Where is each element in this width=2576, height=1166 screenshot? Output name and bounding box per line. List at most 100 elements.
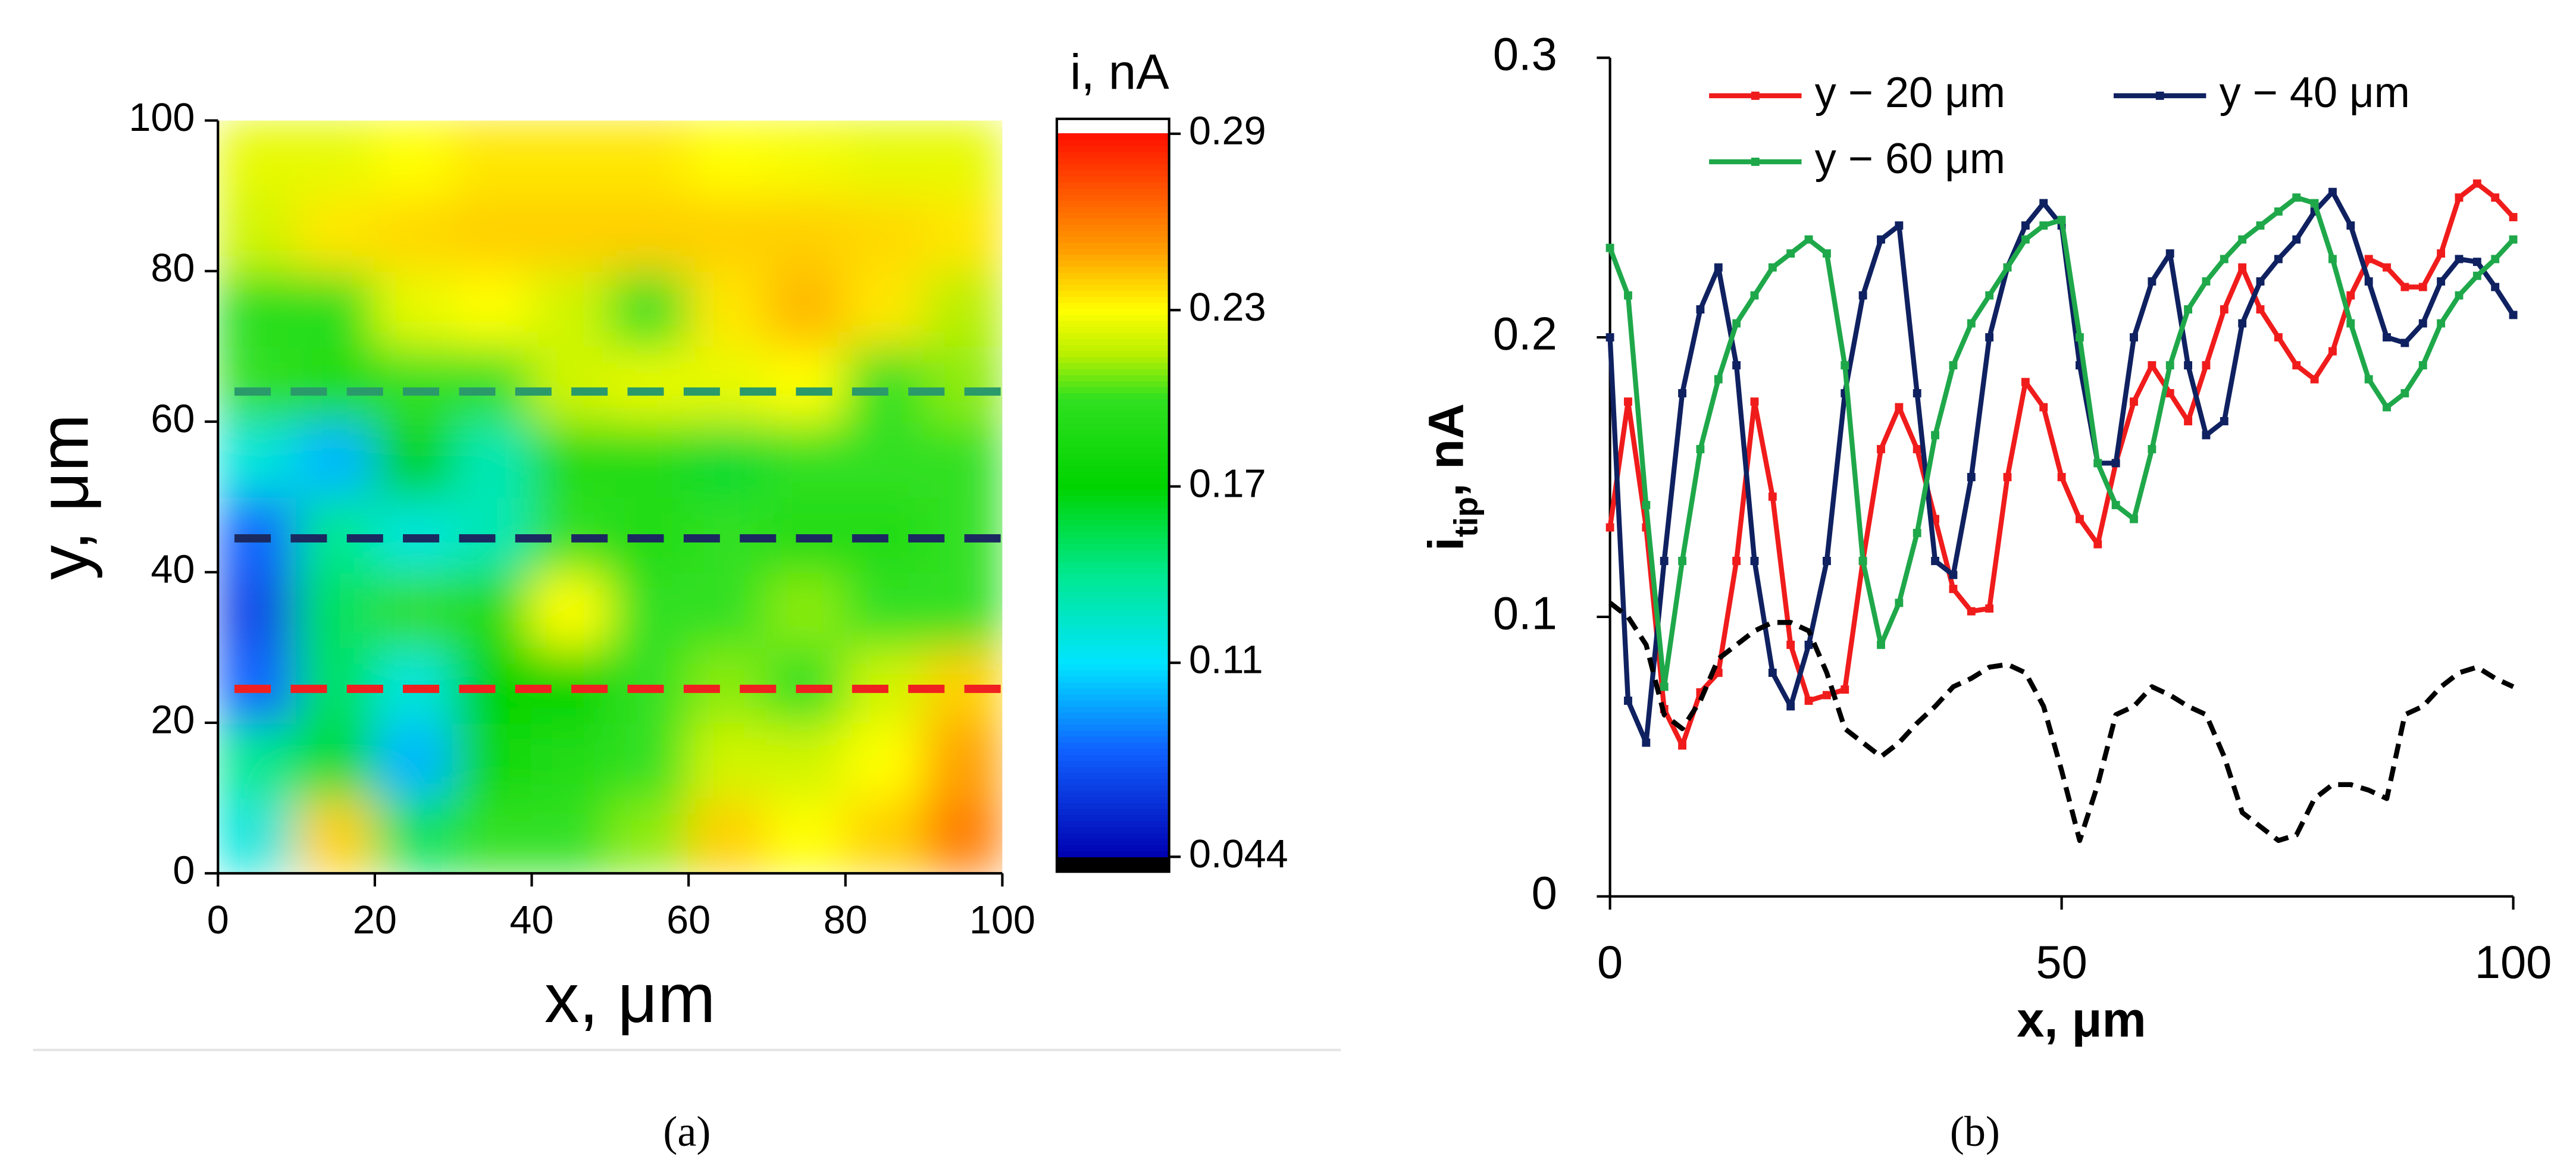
point — [1985, 291, 1994, 300]
heat-cell — [609, 270, 690, 347]
colorbar-step — [1057, 362, 1169, 369]
heat-cell — [295, 797, 376, 873]
point — [1858, 557, 1867, 565]
heat-cell — [766, 120, 847, 197]
heat-cell — [295, 270, 376, 347]
colorbar-step — [1057, 302, 1169, 309]
point — [2238, 235, 2247, 244]
point — [1750, 291, 1759, 300]
colorbar-step — [1057, 356, 1169, 363]
point — [2202, 277, 2211, 286]
point — [2238, 263, 2247, 272]
point — [2383, 403, 2391, 412]
heat-cell — [923, 421, 1003, 498]
colorbar-step — [1057, 681, 1169, 689]
colorbar-step — [1057, 471, 1169, 478]
colorbar-step — [1057, 404, 1169, 412]
point — [2455, 193, 2464, 202]
colorbar-step — [1057, 778, 1169, 785]
colorbar-step — [1057, 838, 1169, 845]
point — [2346, 291, 2355, 300]
point — [1605, 333, 1614, 341]
x-tick-label: 50 — [2036, 937, 2087, 988]
heat-cell — [609, 120, 690, 197]
point — [2310, 199, 2319, 208]
point — [1714, 263, 1723, 272]
point — [2184, 305, 2193, 314]
point — [1967, 607, 1976, 616]
colorbar-tick-label: 0.11 — [1189, 638, 1263, 682]
point — [2328, 255, 2337, 264]
colorbar-step — [1057, 663, 1169, 671]
point — [1931, 431, 1940, 440]
y-tick-label: 60 — [151, 397, 195, 441]
heat-cell — [218, 270, 298, 347]
heat-cell — [218, 421, 298, 498]
heat-cell — [218, 120, 298, 197]
point — [1605, 523, 1614, 532]
x-tick-label: 100 — [969, 898, 1035, 942]
colorbar-step — [1057, 284, 1169, 291]
point — [2057, 473, 2066, 481]
point — [2057, 215, 2066, 224]
heat-cell — [609, 571, 690, 648]
point — [1678, 741, 1686, 750]
point — [1786, 640, 1795, 649]
colorbar-step — [1057, 808, 1169, 816]
point — [2202, 431, 2211, 440]
heat-cell — [374, 345, 455, 423]
y-tick-label: 0.2 — [1493, 309, 1557, 360]
colorbar-step — [1057, 820, 1169, 828]
colorbar-step — [1057, 651, 1169, 659]
colorbar-step — [1057, 700, 1169, 707]
heat-cell — [295, 345, 376, 423]
colorbar-step — [1057, 374, 1169, 381]
colorbar-step — [1057, 446, 1169, 454]
point — [1786, 702, 1795, 711]
point — [1877, 445, 1885, 453]
colorbar-step — [1057, 181, 1169, 189]
colorbar-step — [1057, 265, 1169, 273]
point — [1660, 557, 1669, 565]
colorbar-step — [1057, 717, 1169, 725]
colorbar-step — [1057, 519, 1169, 526]
colorbar-step — [1057, 410, 1169, 418]
heat-cell — [218, 195, 298, 272]
colorbar-step — [1057, 247, 1169, 255]
point — [1804, 696, 1813, 705]
colorbar-step — [1057, 187, 1169, 195]
heat-cell — [374, 571, 455, 648]
point — [2256, 305, 2265, 314]
point — [1732, 319, 1741, 328]
point — [1714, 375, 1723, 384]
point — [1696, 445, 1705, 453]
heat-cell — [531, 270, 611, 347]
point — [2472, 179, 2481, 188]
point — [2491, 255, 2500, 264]
x-axis-label: x, μm — [544, 959, 715, 1037]
legend-label: y − 20 μm — [1815, 69, 2005, 117]
heat-cell — [687, 571, 768, 648]
colorbar-step — [1057, 217, 1169, 225]
colorbar-tick-label: 0.29 — [1189, 109, 1266, 153]
point — [1913, 389, 1921, 397]
heat-cell — [766, 797, 847, 873]
x-tick-label: 0 — [1597, 937, 1623, 988]
point — [2274, 207, 2283, 216]
point — [2256, 277, 2265, 286]
point — [1768, 492, 1777, 501]
point — [2111, 459, 2120, 468]
point — [2093, 459, 2102, 468]
heat-cell — [374, 797, 455, 873]
colorbar-under — [1057, 857, 1169, 872]
point — [1913, 445, 1921, 453]
point — [1985, 333, 1994, 341]
colorbar-step — [1057, 296, 1169, 303]
heat-cell — [609, 797, 690, 873]
legend-label: y − 60 μm — [1815, 135, 2005, 183]
point — [1895, 221, 1904, 230]
heat-cell — [452, 120, 533, 197]
colorbar-step — [1057, 579, 1169, 587]
heat-cell — [218, 722, 298, 799]
point — [2130, 333, 2138, 341]
